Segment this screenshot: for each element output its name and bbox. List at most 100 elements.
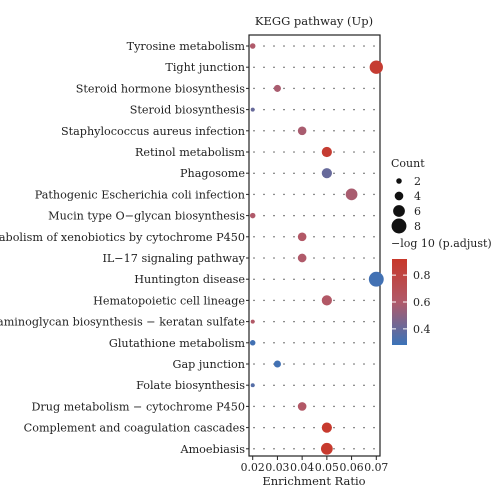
grid-dot (283, 87, 285, 90)
data-point (321, 422, 332, 433)
grid-dot (363, 236, 365, 238)
x-axis-title: Enrichment Ratio (262, 474, 365, 488)
grid-dot (283, 151, 285, 153)
grid-dot (373, 299, 375, 302)
plot-panel (248, 34, 381, 457)
grid-dot (323, 108, 325, 111)
grid-dot (313, 87, 315, 90)
grid-dot (273, 299, 275, 302)
y-tick-label: Steroid hormone biosynthesis (76, 82, 246, 95)
grid-dot (263, 257, 265, 259)
grid-dot (313, 320, 315, 323)
grid-dot (343, 151, 345, 153)
y-tick-label: Drug metabolism − cytochrome P450 (31, 400, 245, 413)
grid-dot (313, 66, 315, 68)
grid-dot (263, 384, 265, 386)
grid-dot (283, 193, 285, 196)
grid-dot (303, 87, 305, 90)
grid-dot (273, 342, 275, 344)
grid-dot (363, 342, 365, 344)
grid-dot (353, 384, 355, 386)
size-legend-label: 8 (414, 220, 421, 233)
grid-dot (343, 363, 345, 365)
grid-dot (333, 426, 335, 429)
color-legend-label: 0.6 (413, 296, 431, 309)
grid-dot (293, 257, 295, 259)
grid-dot (323, 193, 325, 196)
grid-dot (373, 214, 375, 217)
y-tick-label: IL−17 signaling pathway (102, 252, 245, 265)
grid-dot (273, 320, 275, 323)
y-tick-label: Hematopoietic cell lineage (93, 294, 245, 307)
grid-dot (293, 405, 295, 408)
grid-dot (333, 342, 335, 344)
grid-dot (283, 426, 285, 429)
y-tick-label: Mucin type O−glycan biosynthesis (48, 210, 245, 223)
grid-dot (333, 320, 335, 323)
grid-dot (303, 66, 305, 68)
grid-dot (323, 87, 325, 90)
grid-dot (353, 130, 355, 132)
grid-dot (343, 448, 345, 450)
grid-dot (373, 405, 375, 408)
grid-dot (303, 214, 305, 217)
size-legend: 2 4 6 8 (391, 175, 421, 234)
grid-dot (293, 278, 295, 280)
grid-dot (273, 214, 275, 217)
grid-dot (373, 384, 375, 386)
grid-dot (353, 108, 355, 111)
grid-dot (253, 66, 255, 68)
grid-dot (303, 342, 305, 344)
grid-dot (313, 172, 315, 174)
grid-dot (283, 278, 285, 280)
data-point (297, 402, 307, 411)
grid-dot (333, 214, 335, 217)
grid-dot (353, 299, 355, 302)
grid-dot (333, 448, 335, 450)
y-tick-label: Complement and coagulation cascades (24, 422, 246, 435)
grid-dot (263, 45, 265, 47)
grid-dot (363, 426, 365, 429)
grid-dot (293, 448, 295, 450)
grid-dot (263, 236, 265, 238)
grid-dot (373, 172, 375, 174)
grid-dot (293, 66, 295, 68)
grid-dot (363, 278, 365, 280)
grid-dot (293, 363, 295, 365)
y-axis-labels: Tyrosine metabolism Tight junction Steroid… (0, 40, 249, 456)
data-point (321, 295, 332, 306)
grid-dot (323, 278, 325, 280)
grid-dot (333, 236, 335, 238)
grid-dot (323, 66, 325, 68)
y-tick-label: Metabolism of xenobiotics by cytochrome … (0, 231, 245, 244)
grid-dot (253, 172, 255, 174)
grid-dot (313, 193, 315, 196)
grid-dot (333, 257, 335, 259)
grid-dot (273, 66, 275, 68)
y-tick-label: Pathogenic Escherichia coli infection (35, 188, 245, 201)
grid-dot (263, 405, 265, 408)
grid-dot (313, 108, 315, 111)
size-legend-key (391, 218, 407, 234)
grid-dot (273, 172, 275, 174)
grid-dot (263, 214, 265, 217)
grid-dot (343, 257, 345, 259)
grid-dot (373, 426, 375, 429)
grid-dot (283, 236, 285, 238)
grid-dot (313, 278, 315, 280)
grid-dot (333, 405, 335, 408)
x-tick-label: 0.07 (364, 461, 388, 474)
grid-dot (373, 193, 375, 196)
y-tick-label: Amoebiasis (179, 443, 245, 456)
size-legend-title: Count (391, 157, 425, 170)
data-point (273, 360, 281, 368)
size-legend-key (396, 178, 402, 184)
grid-dot (343, 342, 345, 344)
grid-dot (373, 257, 375, 259)
size-legend-key (393, 205, 405, 217)
grid-dot (353, 172, 355, 174)
grid-dot (273, 278, 275, 280)
data-point (250, 107, 255, 112)
color-bar (392, 259, 407, 345)
